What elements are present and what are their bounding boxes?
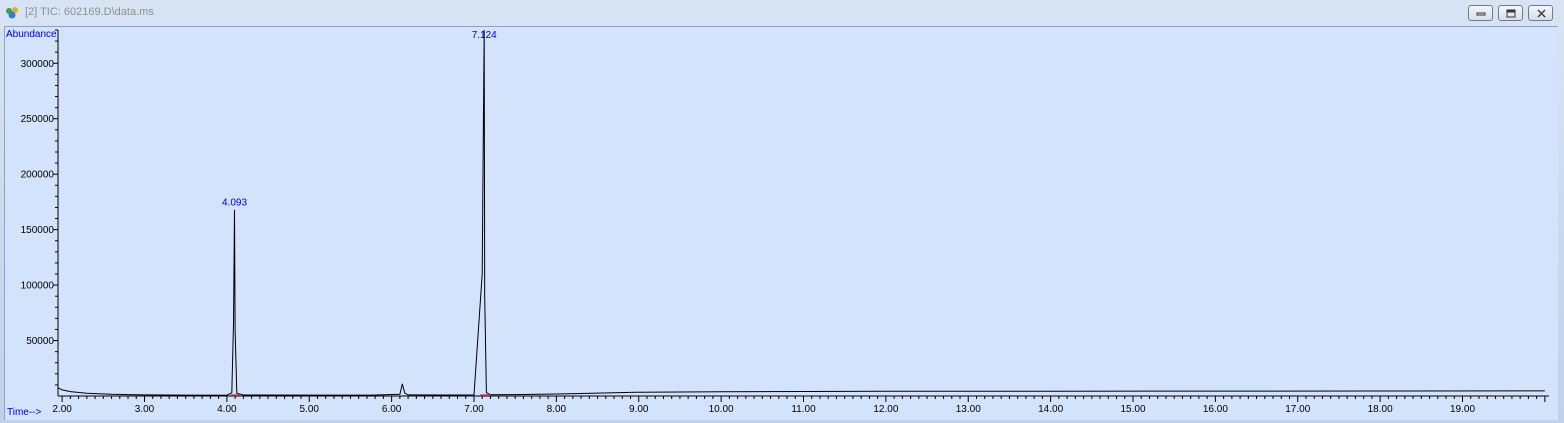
close-icon	[1537, 9, 1546, 18]
y-axis-title: Abundance	[6, 29, 57, 40]
x-tick-label: 3.00	[135, 404, 155, 415]
x-tick-label: 11.00	[791, 404, 816, 415]
restore-button[interactable]	[1498, 5, 1523, 21]
x-tick-label: 12.00	[873, 404, 898, 415]
window-title: [2] TIC: 602169.D\data.ms	[25, 6, 154, 18]
x-tick-label: 8.00	[547, 404, 567, 415]
peak-label: 7.124	[472, 30, 497, 41]
x-tick-label: 7.00	[464, 404, 484, 415]
close-button[interactable]	[1528, 5, 1553, 21]
x-tick-label: 2.00	[52, 404, 72, 415]
x-axis-title: Time-->	[7, 407, 42, 418]
x-tick-label: 14.00	[1038, 404, 1063, 415]
x-tick-label: 9.00	[629, 404, 649, 415]
x-tick-label: 4.00	[217, 404, 237, 415]
x-tick-label: 15.00	[1120, 404, 1145, 415]
y-tick-label: 200000	[21, 170, 55, 181]
app-icon	[5, 6, 20, 20]
x-tick-label: 13.00	[956, 404, 981, 415]
restore-icon	[1506, 9, 1516, 18]
y-tick-label: 50000	[26, 336, 54, 347]
y-tick-label: 300000	[21, 59, 55, 70]
minimize-icon	[1476, 12, 1486, 16]
x-tick-label: 18.00	[1368, 404, 1393, 415]
x-tick-label: 10.00	[709, 404, 734, 415]
y-tick-label: 150000	[21, 225, 55, 236]
peak-label: 4.093	[222, 198, 247, 209]
x-tick-label: 17.00	[1285, 404, 1310, 415]
x-tick-label: 6.00	[382, 404, 402, 415]
minimize-button[interactable]	[1468, 5, 1493, 21]
y-tick-label: 250000	[21, 114, 55, 125]
x-tick-label: 5.00	[300, 404, 320, 415]
x-tick-label: 19.00	[1450, 404, 1475, 415]
y-tick-label: 100000	[21, 281, 55, 292]
tic-trace	[57, 29, 1545, 396]
title-bar[interactable]: [2] TIC: 602169.D\data.ms	[0, 0, 1564, 26]
plot-area[interactable]	[4, 26, 1558, 420]
x-tick-label: 16.00	[1203, 404, 1228, 415]
chromatogram-chart: 2.00 3.00 4.00 5.00 6.00 7.00 8.00 9.00 10.00 11.…	[6, 29, 1549, 418]
